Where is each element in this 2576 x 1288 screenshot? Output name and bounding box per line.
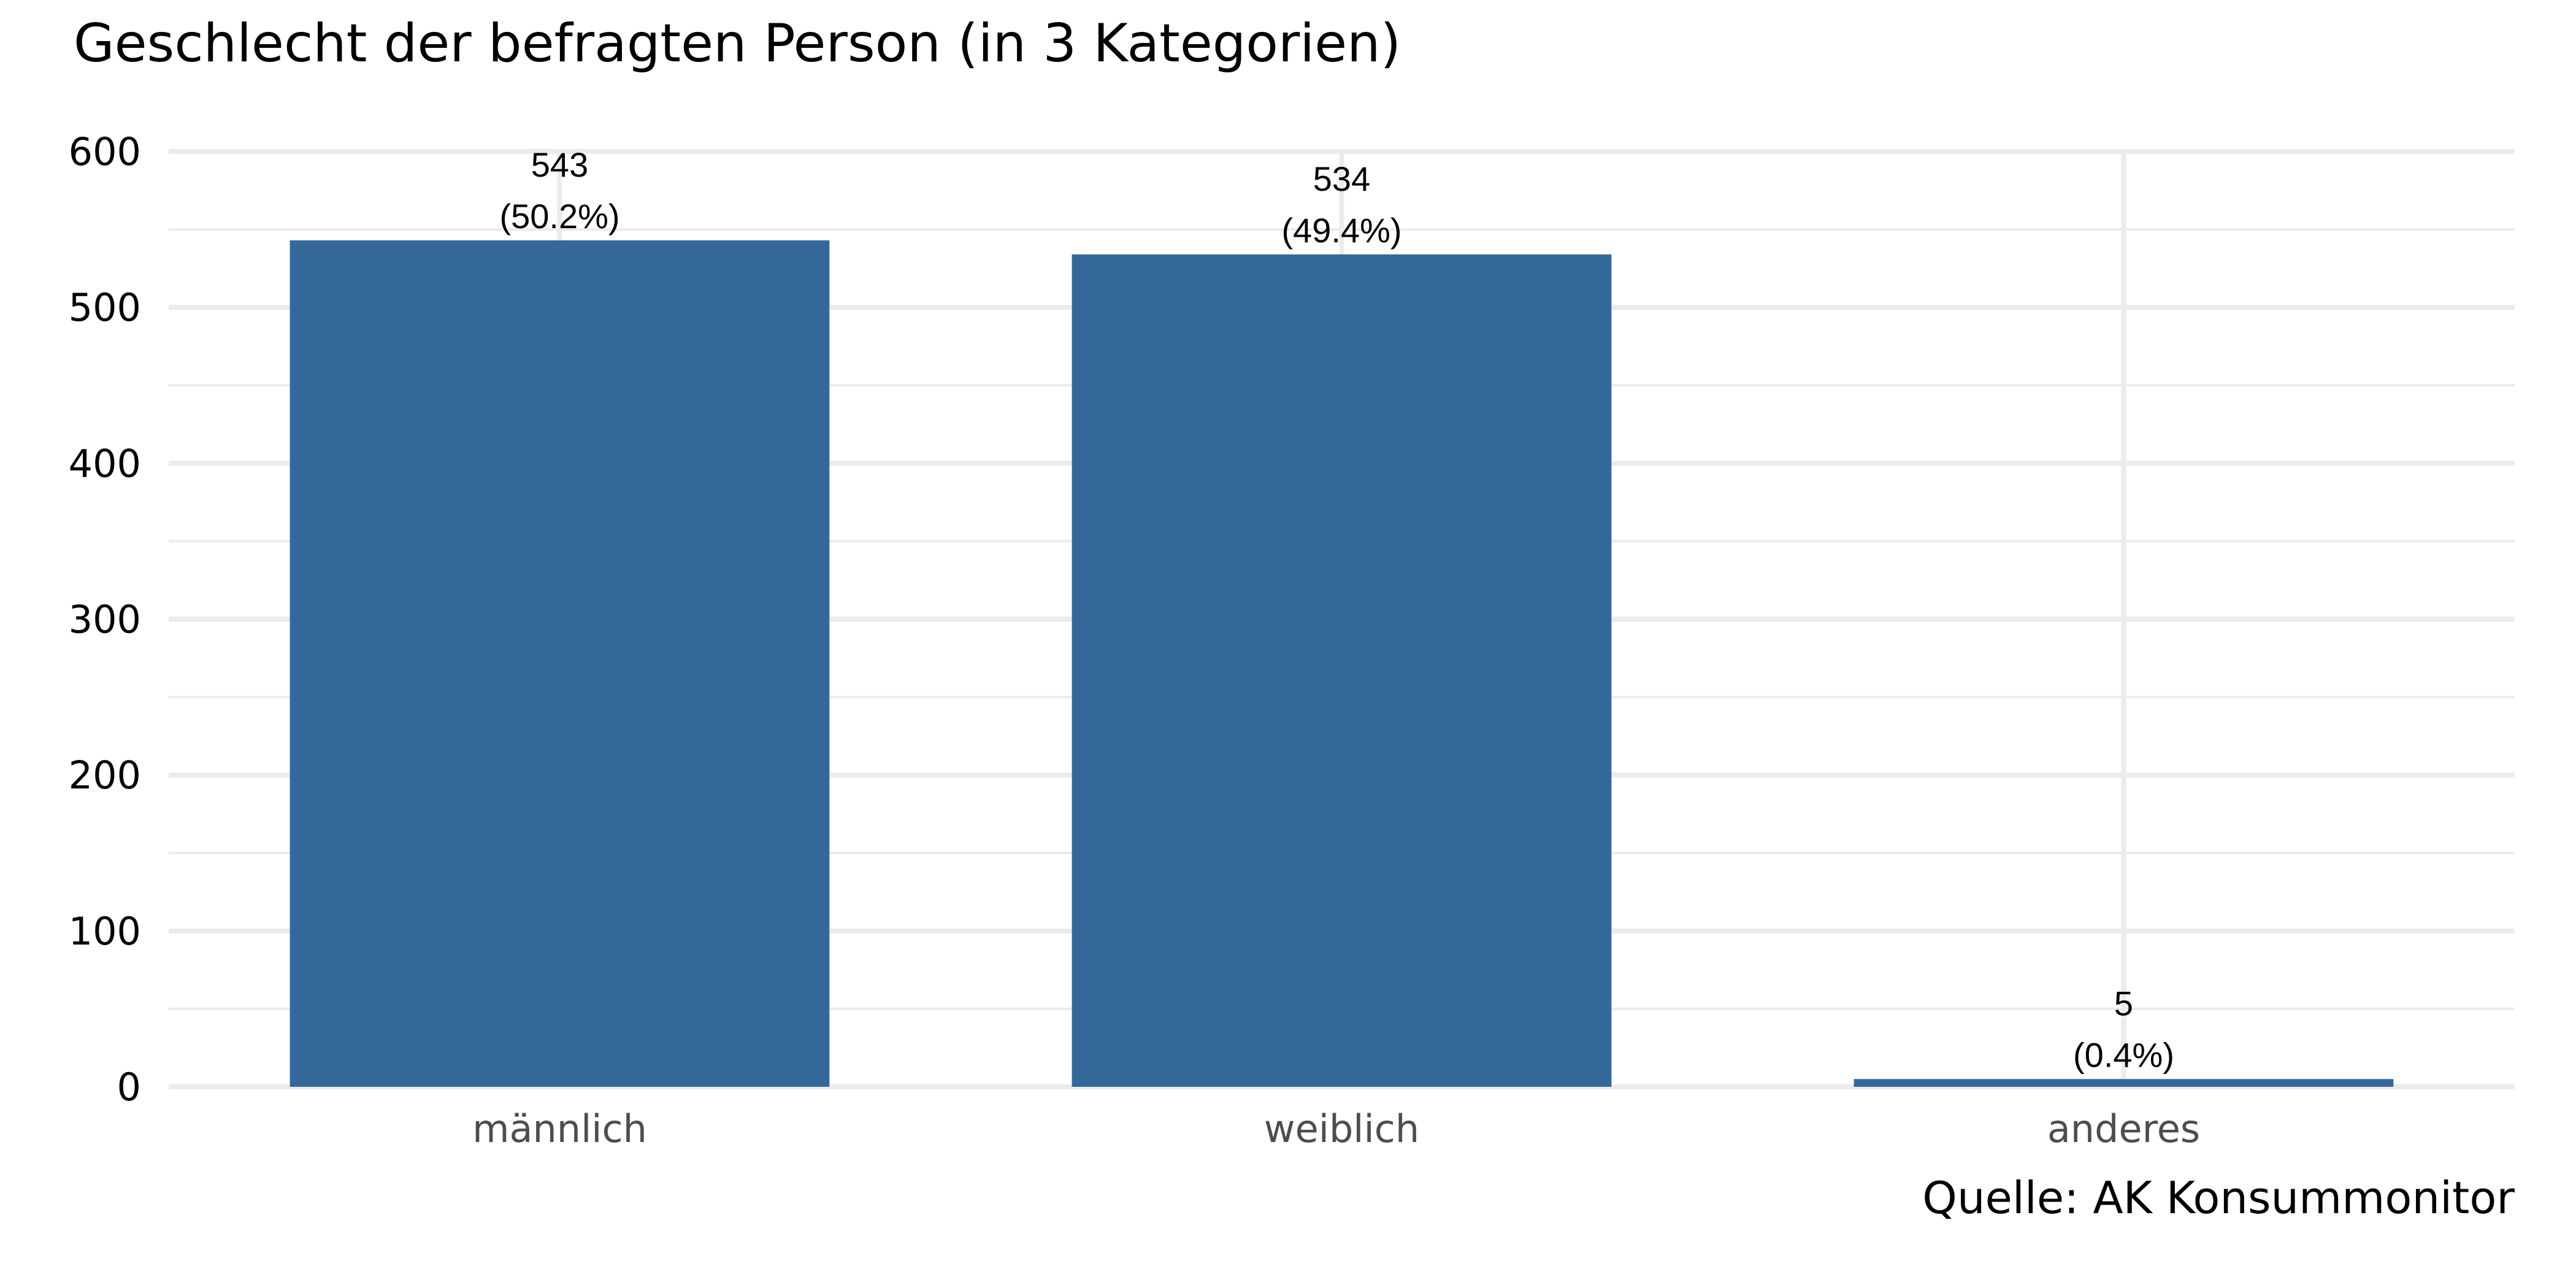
y-tick-label: 600 [69,129,141,174]
y-tick-label: 0 [117,1065,141,1110]
y-axis-tick-labels: 0 100 200 300 400 500 600 [69,129,141,1110]
bar [289,240,830,1087]
bar-data-labels: 543 (50.2%) 534 (49.4%) 5 (0.4%) [499,145,2174,1074]
bar-percent-label: (50.2%) [499,197,619,236]
y-tick-label: 300 [69,597,141,642]
y-tick-label: 400 [69,441,141,486]
source-caption: Quelle: AK Konsummonitor [1922,1172,2515,1224]
x-category-label: weiblich [1264,1106,1419,1151]
y-tick-label: 500 [69,285,141,330]
x-category-label: männlich [472,1106,647,1151]
bars [289,240,2394,1087]
bar-count-label: 543 [531,145,588,184]
x-category-label: anderes [2047,1106,2200,1151]
x-axis-category-labels: männlich weiblich anderes [472,1106,2200,1151]
chart-title: Geschlecht der befragten Person (in 3 Ka… [74,13,1401,74]
y-tick-label: 200 [69,753,141,798]
bar-count-label: 534 [1313,159,1370,198]
bar-count-label: 5 [2114,984,2133,1022]
y-tick-label: 100 [69,909,141,954]
bar [1853,1079,2394,1087]
bar [1071,254,1612,1087]
bar-percent-label: (49.4%) [1281,211,1401,250]
bar-percent-label: (0.4%) [2073,1035,2174,1074]
